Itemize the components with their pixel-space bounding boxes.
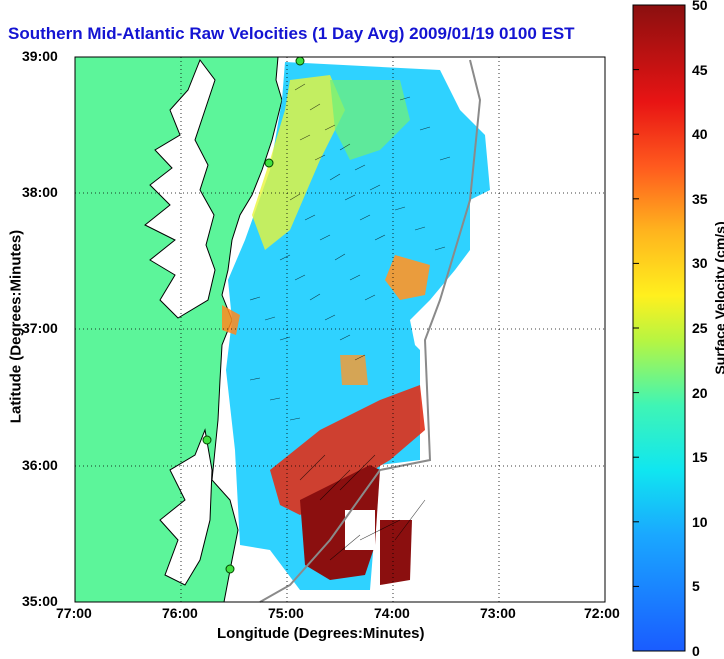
station-marker — [225, 564, 235, 574]
colorbar-ticks — [633, 4, 639, 587]
colorbar-label: Surface Velocity (cm/s) — [712, 221, 724, 375]
velocity-orange-zone — [385, 255, 430, 300]
colorbar-tick-label: 20 — [692, 385, 708, 401]
x-tick-label: 72:00 — [584, 605, 620, 621]
y-tick-label: 39:00 — [22, 48, 58, 64]
x-tick-label: 77:00 — [56, 605, 92, 621]
pamlico-sound — [159, 428, 213, 586]
x-axis-label: Longitude (Degrees:Minutes) — [217, 625, 425, 642]
colorbar-tick-label: 25 — [692, 320, 708, 336]
velocity-orange-zone — [222, 305, 240, 335]
colorbar-tick-label: 30 — [692, 255, 708, 271]
x-tick-label: 73:00 — [480, 605, 516, 621]
velocity-red-zone — [270, 385, 425, 515]
grid-lines — [75, 57, 605, 602]
colorbar-tick-label: 15 — [692, 449, 708, 465]
velocity-orange-zone — [340, 355, 368, 385]
colorbar-tick-label: 5 — [692, 578, 700, 594]
velocity-vectors — [249, 83, 451, 561]
y-tick-label: 37:00 — [22, 320, 58, 336]
y-tick-label: 35:00 — [22, 593, 58, 609]
velocity-darkred-zone — [380, 520, 412, 585]
bathymetry-contour — [259, 59, 482, 603]
colorbar-tick-label: 35 — [692, 191, 708, 207]
colorbar-tick-label: 50 — [692, 0, 708, 13]
colorbar-tick-label: 0 — [692, 643, 700, 659]
colorbar-tick-label: 45 — [692, 62, 708, 78]
station-marker — [295, 56, 305, 66]
y-tick-label: 38:00 — [22, 184, 58, 200]
colorbar — [632, 4, 686, 652]
velocity-green-zone — [330, 80, 410, 160]
x-tick-label: 76:00 — [162, 605, 198, 621]
station-marker — [264, 158, 274, 168]
x-tick-label: 74:00 — [374, 605, 410, 621]
map-title: Southern Mid-Atlantic Raw Velocities (1 … — [8, 24, 575, 43]
station-marker — [202, 435, 212, 445]
chesapeake-bay — [144, 58, 216, 319]
y-tick-label: 36:00 — [22, 457, 58, 473]
y-axis-label: Latitude (Degrees:Minutes) — [7, 229, 25, 424]
x-tick-label: 75:00 — [268, 605, 304, 621]
velocity-yellow-zone — [252, 75, 345, 250]
colorbar-tick-label: 40 — [692, 126, 708, 142]
station-markers — [202, 56, 305, 574]
colorbar-tick-label: 10 — [692, 514, 708, 530]
